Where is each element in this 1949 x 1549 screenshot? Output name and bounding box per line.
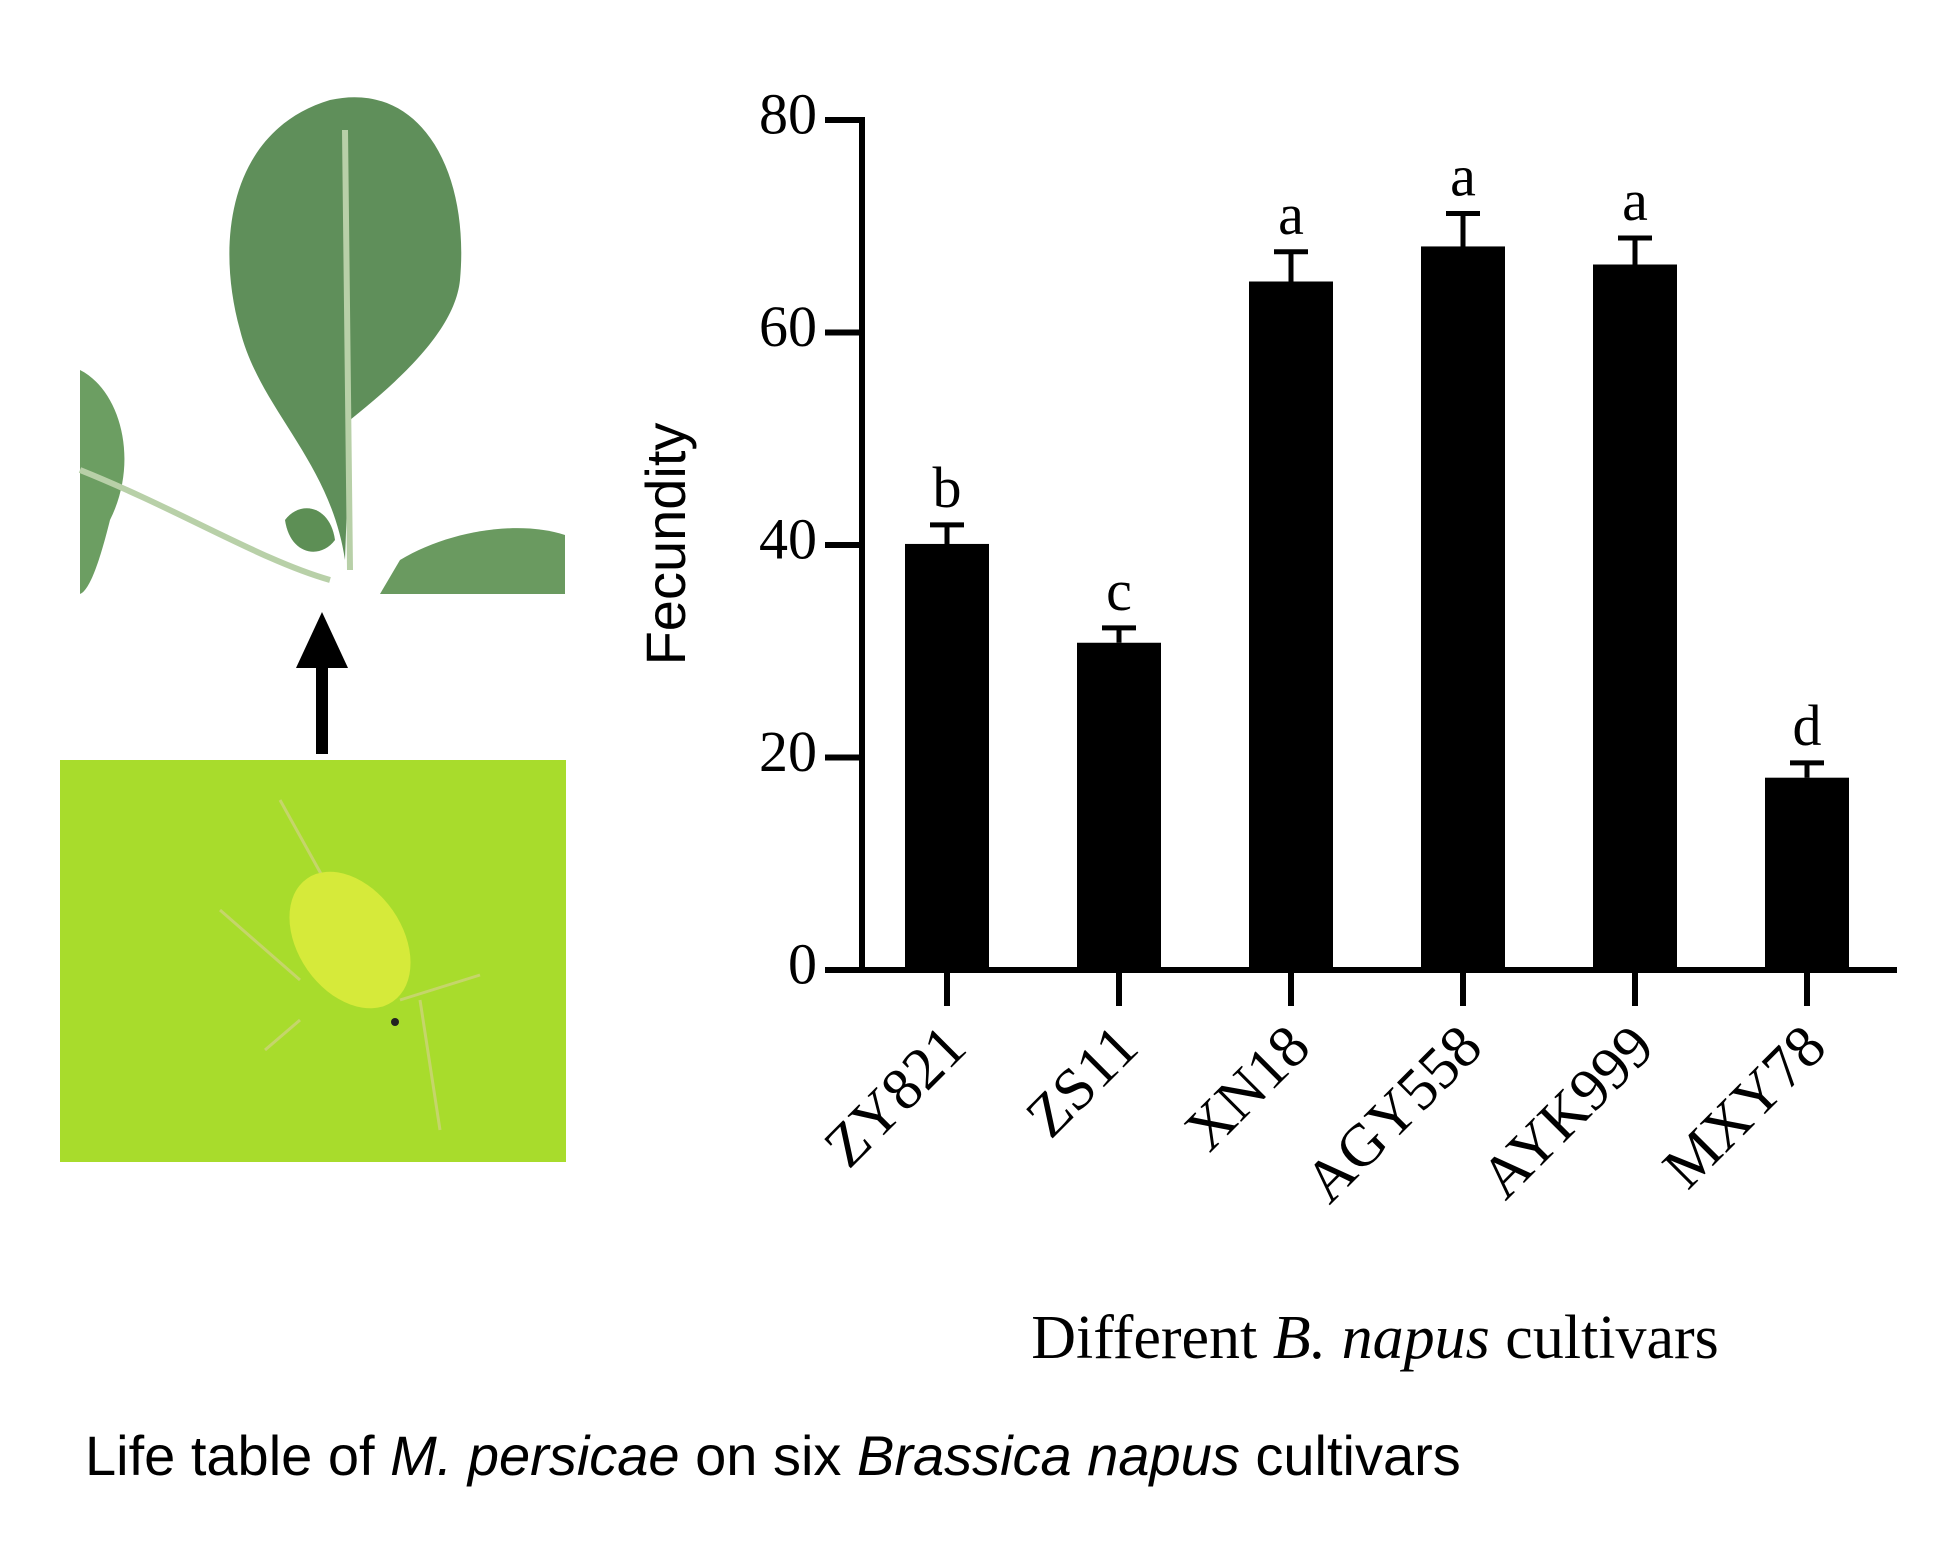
- significance-letter: c: [1106, 558, 1132, 623]
- text-part: cultivars: [1255, 1424, 1460, 1487]
- text-part: B. napus: [1273, 1304, 1490, 1372]
- leaf-photo: [78, 97, 565, 594]
- y-tick-label: 0: [788, 931, 817, 996]
- caption: Life table of M. persicae on six Brassic…: [85, 1424, 1461, 1487]
- error-bar: [930, 522, 964, 544]
- y-tick-label: 80: [759, 81, 817, 146]
- significance-letter: a: [1278, 182, 1304, 247]
- y-axis-label: Fecundity: [634, 423, 697, 666]
- significance-letter: a: [1622, 168, 1648, 233]
- text-part: cultivars: [1505, 1304, 1719, 1372]
- bar: [905, 543, 989, 970]
- x-tick-label: ZY821: [811, 1013, 978, 1180]
- x-tick-label: XN18: [1172, 1013, 1322, 1163]
- error-bar: [1618, 235, 1652, 265]
- error-bar: [1274, 249, 1308, 282]
- error-bar: [1102, 625, 1136, 643]
- significance-letter: b: [933, 455, 962, 520]
- x-tick-label: ZS11: [1013, 1013, 1150, 1150]
- y-tick-label: 60: [759, 294, 817, 359]
- text-part: on six: [695, 1424, 841, 1487]
- bar: [1077, 642, 1161, 970]
- bar: [1249, 281, 1333, 970]
- text-part: Brassica napus: [857, 1424, 1240, 1487]
- x-tick-label: MXY78: [1650, 1013, 1838, 1201]
- text-part: M. persicae: [390, 1424, 679, 1487]
- significance-letter: a: [1450, 144, 1476, 209]
- text-part: Different: [1031, 1304, 1257, 1372]
- bar: [1593, 264, 1677, 970]
- error-bar: [1446, 211, 1480, 247]
- y-tick-label: 40: [759, 506, 817, 571]
- y-tick-label: 20: [759, 719, 817, 784]
- bar: [1765, 777, 1849, 970]
- x-tick-label: AGY558: [1292, 1013, 1494, 1215]
- bar: [1421, 246, 1505, 970]
- aphid-photo: [60, 760, 566, 1162]
- x-tick-label: AYK999: [1468, 1013, 1666, 1211]
- error-bar: [1790, 760, 1824, 778]
- text-part: Life table of: [85, 1424, 375, 1487]
- significance-letter: d: [1793, 693, 1822, 758]
- x-axis-label: Different B. napus cultivars: [1031, 1304, 1719, 1372]
- up-arrow: [296, 612, 348, 754]
